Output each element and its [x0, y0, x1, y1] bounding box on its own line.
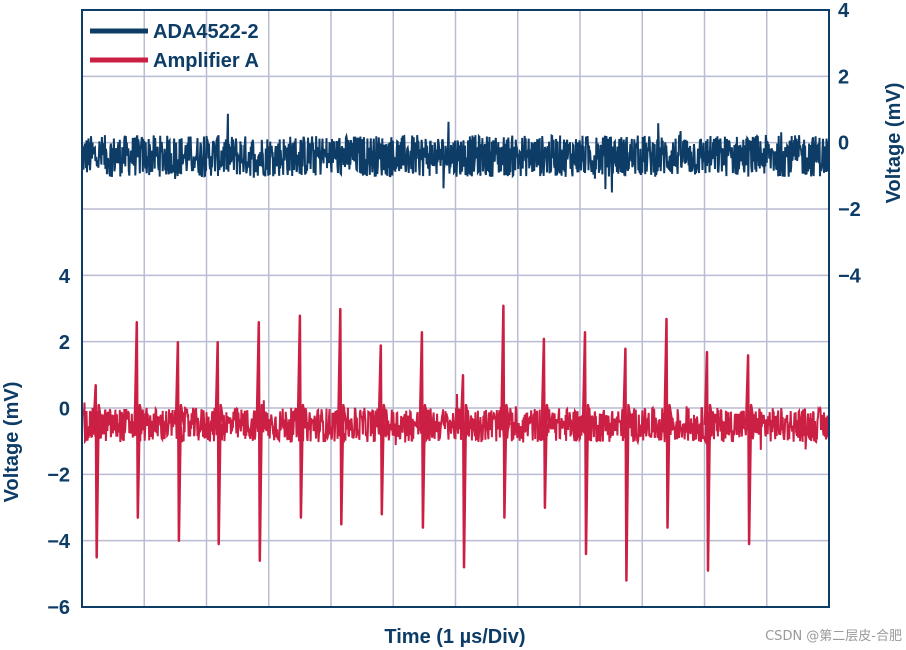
spike-amplifier-a: [174, 340, 186, 543]
left-axis-ticks: 4 2 0 −2 −4 −6: [47, 266, 71, 619]
spike-amplifier-a: [703, 350, 715, 572]
right-tick-label: −2: [838, 199, 861, 221]
spike-amplifier-a: [337, 307, 348, 526]
plot-frame: [81, 9, 830, 608]
right-axis-ticks: 4 2 0 −2 −4: [838, 0, 862, 287]
left-tick-label: 4: [59, 266, 71, 288]
left-tick-label: 0: [59, 398, 70, 420]
spike-amplifier-a: [744, 354, 756, 546]
spike-amplifier-a: [255, 321, 267, 562]
spike-amplifier-a: [663, 317, 674, 529]
spike-amplifier-a: [459, 374, 471, 569]
grid: [82, 10, 829, 607]
right-tick-label: −4: [838, 265, 862, 287]
legend-label-ada4522: ADA4522-2: [153, 21, 259, 43]
right-tick-label: 2: [838, 66, 849, 88]
right-tick-label: 4: [838, 0, 850, 22]
spike-amplifier-a: [540, 337, 552, 509]
spike-amplifier-a: [92, 383, 103, 559]
spike-amplifier-a: [622, 347, 633, 582]
spike-amplifier-a: [377, 344, 389, 516]
series-line-amplifier-a: [81, 393, 830, 450]
legend-item-ada4522: ADA4522-2: [90, 21, 259, 43]
legend: ADA4522-2 Amplifier A: [90, 21, 259, 72]
right-axis-title: Voltage (mV): [883, 83, 905, 204]
spike-amplifier-a: [581, 331, 593, 556]
spike-amplifier-a: [418, 331, 430, 529]
spike-amplifier-a: [500, 304, 511, 519]
spike-amplifier-a: [133, 321, 145, 519]
left-axis-title: Voltage (mV): [1, 382, 23, 503]
series-line-ada4522: [81, 113, 830, 193]
legend-label-amplifier-a: Amplifier A: [153, 50, 259, 72]
left-tick-label: −2: [47, 465, 70, 487]
legend-item-amplifier-a: Amplifier A: [90, 50, 259, 72]
spike-amplifier-a: [296, 314, 308, 519]
watermark: CSDN @第二层皮-合肥: [765, 629, 902, 644]
left-tick-label: −4: [47, 531, 71, 553]
series-layer: [81, 113, 830, 582]
x-axis-title: Time (1 µs/Div): [384, 626, 525, 648]
right-tick-label: 0: [838, 133, 849, 155]
spike-amplifier-a: [214, 340, 225, 546]
left-tick-label: −6: [47, 597, 70, 619]
left-tick-label: 2: [59, 332, 70, 354]
